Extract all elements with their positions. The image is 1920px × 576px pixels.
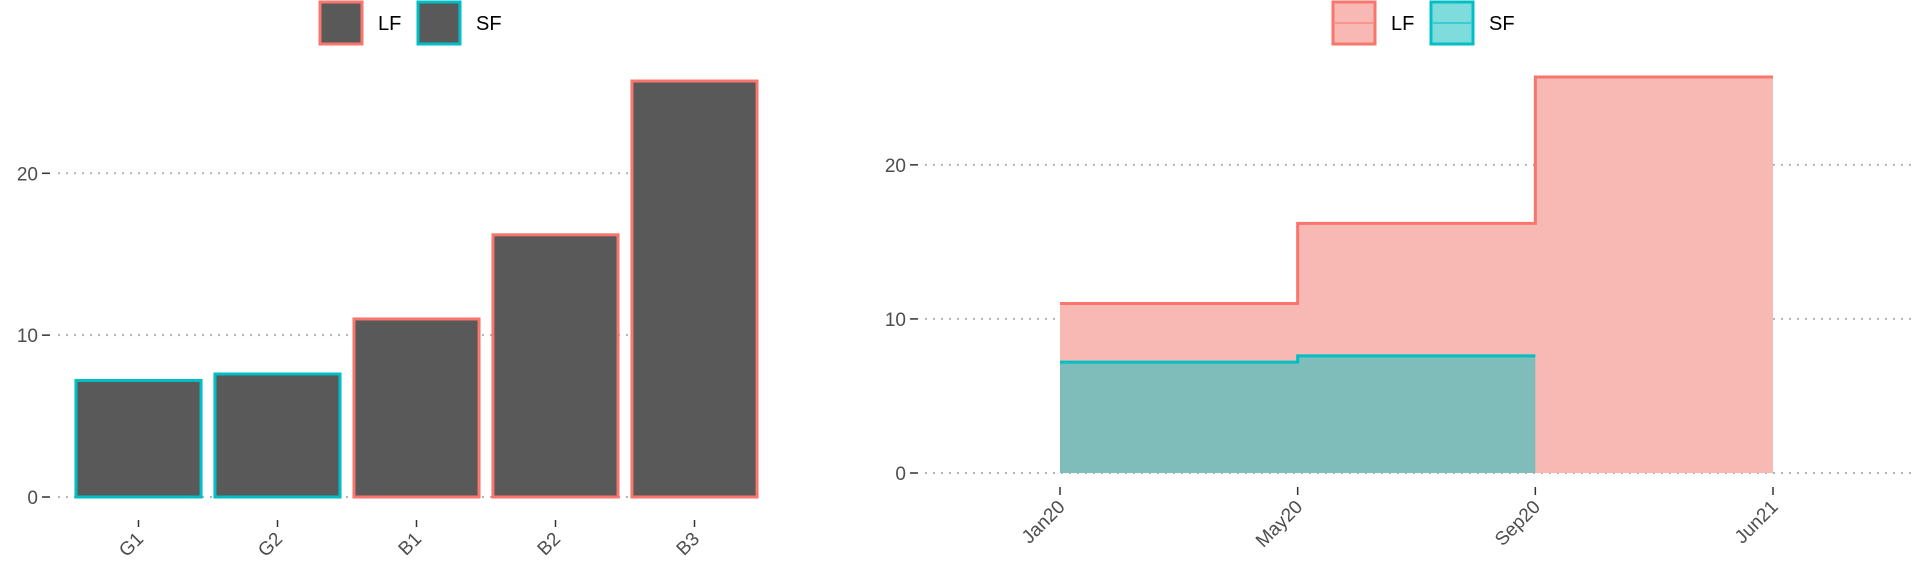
- y-tick-label-20: 20: [17, 164, 38, 185]
- legend-key-sf: [416, 0, 462, 46]
- bar-chart: LF SF 0 10 20 G1 G2 B1 B2 B3: [17, 0, 760, 561]
- x-tick-label-jan20: Jan20: [1018, 497, 1069, 548]
- area-series: [1060, 75, 1773, 473]
- area-legend: LF SF: [1331, 0, 1515, 46]
- x-tick-label-b2: B2: [534, 529, 565, 560]
- legend-label-sf: SF: [476, 13, 502, 35]
- y-tick-label-10: 10: [885, 310, 906, 331]
- area-x-axis: Jan20 May20 Sep20 Jun21: [1018, 487, 1783, 552]
- bar-b2: [491, 233, 620, 499]
- bar-legend: LF SF: [318, 0, 502, 46]
- x-tick-label-b1: B1: [395, 529, 426, 560]
- y-tick-label-0: 0: [895, 464, 906, 485]
- x-tick-label-g1: G1: [115, 529, 148, 562]
- x-tick-label-jun21: Jun21: [1731, 497, 1782, 548]
- bar-y-axis: 0 10 20: [17, 164, 50, 509]
- area-chart: LF SF 0 10 20 Jan20 May20 Sep20 Jun21: [885, 0, 1912, 552]
- legend-label-lf: LF: [1391, 13, 1414, 35]
- y-tick-label-0: 0: [27, 488, 38, 509]
- bar-b1: [352, 317, 481, 499]
- x-tick-label-b3: B3: [673, 529, 704, 560]
- y-tick-label-10: 10: [17, 326, 38, 347]
- area-y-axis: 0 10 20: [885, 156, 918, 485]
- area-line-lf: [1060, 75, 1773, 306]
- x-tick-label-g2: G2: [254, 529, 287, 562]
- bar-g1: [74, 378, 203, 499]
- bar-b3: [630, 79, 759, 499]
- y-tick-label-20: 20: [885, 156, 906, 177]
- area-sf: [1060, 355, 1536, 473]
- bar-x-axis: G1 G2 B1 B2 B3: [115, 520, 704, 561]
- legend-key-lf: [318, 0, 364, 46]
- x-tick-label-may20: May20: [1252, 497, 1307, 552]
- bar-g2: [213, 372, 342, 499]
- area-line-sf: [1060, 354, 1536, 364]
- x-tick-label-sep20: Sep20: [1491, 497, 1545, 551]
- legend-label-sf: SF: [1489, 13, 1515, 35]
- bar-series: [74, 79, 759, 499]
- legend-label-lf: LF: [378, 13, 401, 35]
